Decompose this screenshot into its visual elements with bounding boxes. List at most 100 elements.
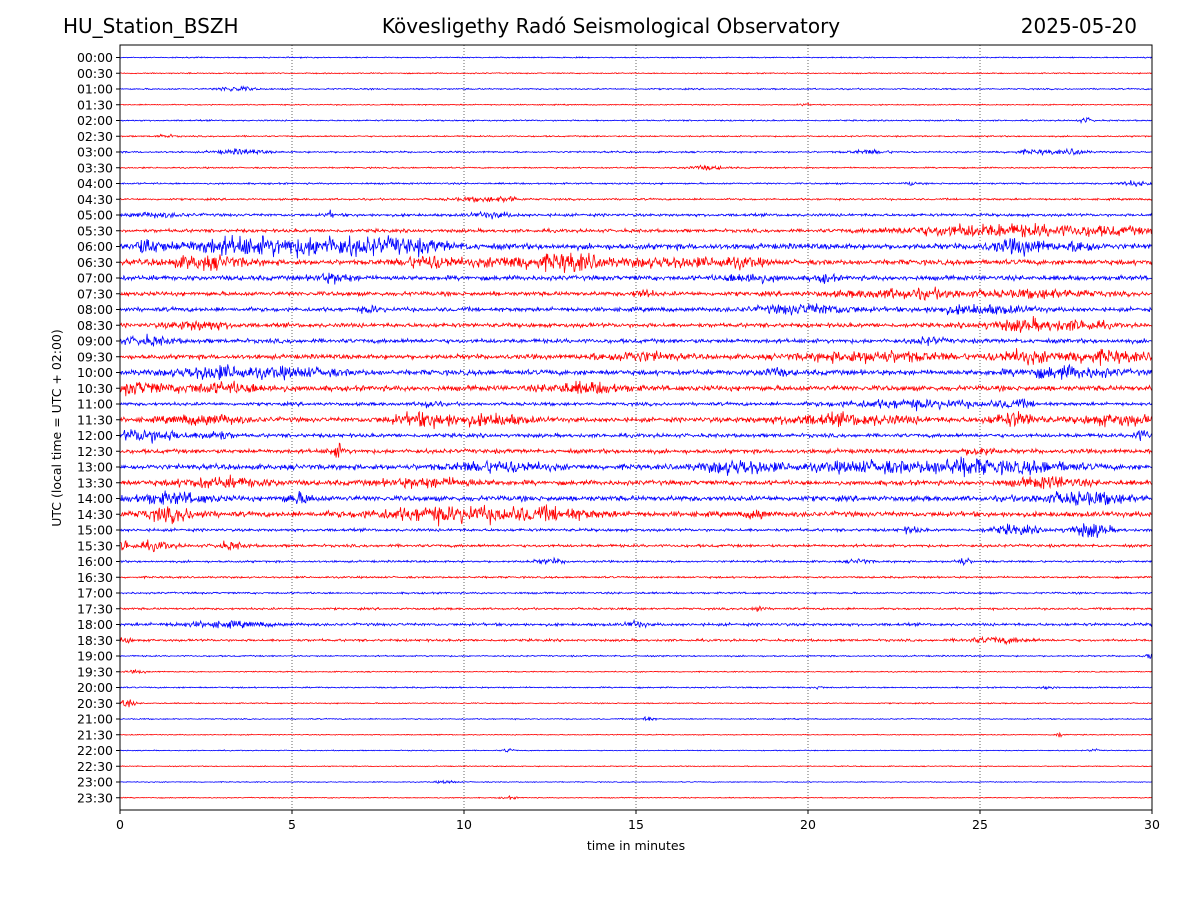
y-tick-label-4: 02:00 xyxy=(77,113,113,128)
y-tick-label-25: 12:30 xyxy=(77,444,113,459)
chart-date: 2025-05-20 xyxy=(1020,14,1137,38)
y-tick-label-33: 16:30 xyxy=(77,570,113,585)
y-tick-label-28: 14:00 xyxy=(77,491,113,506)
y-tick-label-36: 18:00 xyxy=(77,617,113,632)
x-tick-label-3: 15 xyxy=(628,817,644,832)
y-tick-label-11: 05:30 xyxy=(77,223,113,238)
trace-2300 xyxy=(119,779,1153,785)
y-tick-label-7: 03:30 xyxy=(77,160,113,175)
y-axis-label: UTC (local time = UTC + 02:00) xyxy=(49,329,64,527)
y-tick-label-17: 08:30 xyxy=(77,318,113,333)
y-tick-label-39: 19:30 xyxy=(77,664,113,679)
trace-0730 xyxy=(119,286,1153,302)
trace-1830 xyxy=(119,635,1153,646)
y-tick-label-47: 23:30 xyxy=(77,790,113,805)
trace-2330 xyxy=(119,795,1153,800)
trace-1530 xyxy=(119,539,1153,553)
trace-1800 xyxy=(119,618,1153,629)
y-tick-label-44: 22:00 xyxy=(77,743,113,758)
trace-2130 xyxy=(119,731,1153,738)
y-tick-label-5: 02:30 xyxy=(77,129,113,144)
y-tick-label-0: 00:00 xyxy=(77,50,113,65)
x-tick-label-2: 10 xyxy=(456,817,472,832)
trace-1730 xyxy=(119,605,1153,612)
trace-0400 xyxy=(119,180,1153,187)
y-tick-label-8: 04:00 xyxy=(77,176,113,191)
trace-0500 xyxy=(119,209,1153,220)
y-tick-label-38: 19:00 xyxy=(77,649,113,664)
trace-0130 xyxy=(119,102,1153,107)
y-tick-label-27: 13:30 xyxy=(77,475,113,490)
trace-1330 xyxy=(119,474,1153,490)
y-tick-label-41: 20:30 xyxy=(77,696,113,711)
y-tick-label-21: 10:30 xyxy=(77,381,113,396)
trace-1430 xyxy=(119,504,1153,527)
trace-0930 xyxy=(119,348,1153,366)
station-name: HU_Station_BSZH xyxy=(63,14,239,38)
trace-1000 xyxy=(119,363,1153,381)
y-tick-label-14: 07:00 xyxy=(77,271,113,286)
x-axis: 0 5 10 15 20 25 30 xyxy=(116,810,1160,832)
trace-2100 xyxy=(119,715,1153,722)
trace-2000 xyxy=(119,685,1153,691)
y-tick-label-15: 07:30 xyxy=(77,286,113,301)
x-tick-label-0: 0 xyxy=(116,817,124,832)
trace-2030 xyxy=(119,699,1153,708)
y-tick-label-1: 00:30 xyxy=(77,66,113,81)
y-tick-label-29: 14:30 xyxy=(77,507,113,522)
y-tick-label-35: 17:30 xyxy=(77,601,113,616)
trace-0230 xyxy=(119,133,1153,138)
y-axis: 00:0000:3001:0001:3002:0002:3003:0003:30… xyxy=(77,50,120,805)
trace-1900 xyxy=(119,653,1153,659)
y-tick-label-2: 01:00 xyxy=(77,82,113,97)
trace-0430 xyxy=(119,195,1153,204)
trace-0200 xyxy=(119,116,1153,125)
trace-0630 xyxy=(119,252,1153,273)
trace-1230 xyxy=(119,442,1153,458)
x-tick-label-4: 20 xyxy=(800,817,816,832)
trace-1930 xyxy=(119,668,1153,675)
y-tick-label-23: 11:30 xyxy=(77,412,113,427)
trace-1700 xyxy=(119,591,1153,596)
y-tick-label-40: 20:00 xyxy=(77,680,113,695)
trace-1030 xyxy=(119,380,1153,397)
trace-0830 xyxy=(119,316,1153,333)
trace-0700 xyxy=(119,272,1153,285)
y-tick-label-3: 01:30 xyxy=(77,97,113,112)
x-tick-label-1: 5 xyxy=(288,817,296,832)
trace-0300 xyxy=(119,147,1153,157)
y-tick-label-42: 21:00 xyxy=(77,712,113,727)
trace-1500 xyxy=(119,523,1153,538)
y-tick-label-13: 06:30 xyxy=(77,255,113,270)
y-tick-label-32: 16:00 xyxy=(77,554,113,569)
y-tick-label-46: 23:00 xyxy=(77,775,113,790)
trace-1130 xyxy=(119,410,1153,430)
trace-0530 xyxy=(119,223,1153,238)
y-tick-label-43: 21:30 xyxy=(77,727,113,742)
y-tick-label-19: 09:30 xyxy=(77,349,113,364)
y-tick-label-20: 10:00 xyxy=(77,365,113,380)
y-tick-label-10: 05:00 xyxy=(77,208,113,223)
y-tick-label-30: 15:00 xyxy=(77,523,113,538)
trace-1630 xyxy=(119,575,1153,580)
y-tick-label-12: 06:00 xyxy=(77,239,113,254)
trace-1400 xyxy=(119,490,1153,506)
trace-2200 xyxy=(119,748,1153,753)
y-tick-label-31: 15:30 xyxy=(77,538,113,553)
trace-0600 xyxy=(119,234,1153,259)
trace-2230 xyxy=(119,765,1153,768)
y-tick-label-34: 17:00 xyxy=(77,586,113,601)
trace-0100 xyxy=(119,85,1153,93)
trace-1600 xyxy=(119,556,1153,567)
x-tick-label-6: 30 xyxy=(1144,817,1160,832)
y-tick-label-9: 04:30 xyxy=(77,192,113,207)
y-tick-label-18: 09:00 xyxy=(77,334,113,349)
y-tick-label-45: 22:30 xyxy=(77,759,113,774)
trace-1300 xyxy=(119,456,1153,478)
trace-0000 xyxy=(119,56,1153,59)
x-tick-label-5: 25 xyxy=(972,817,988,832)
grid-lines xyxy=(291,45,981,810)
x-axis-label: time in minutes xyxy=(587,838,685,853)
y-tick-label-24: 12:00 xyxy=(77,428,113,443)
